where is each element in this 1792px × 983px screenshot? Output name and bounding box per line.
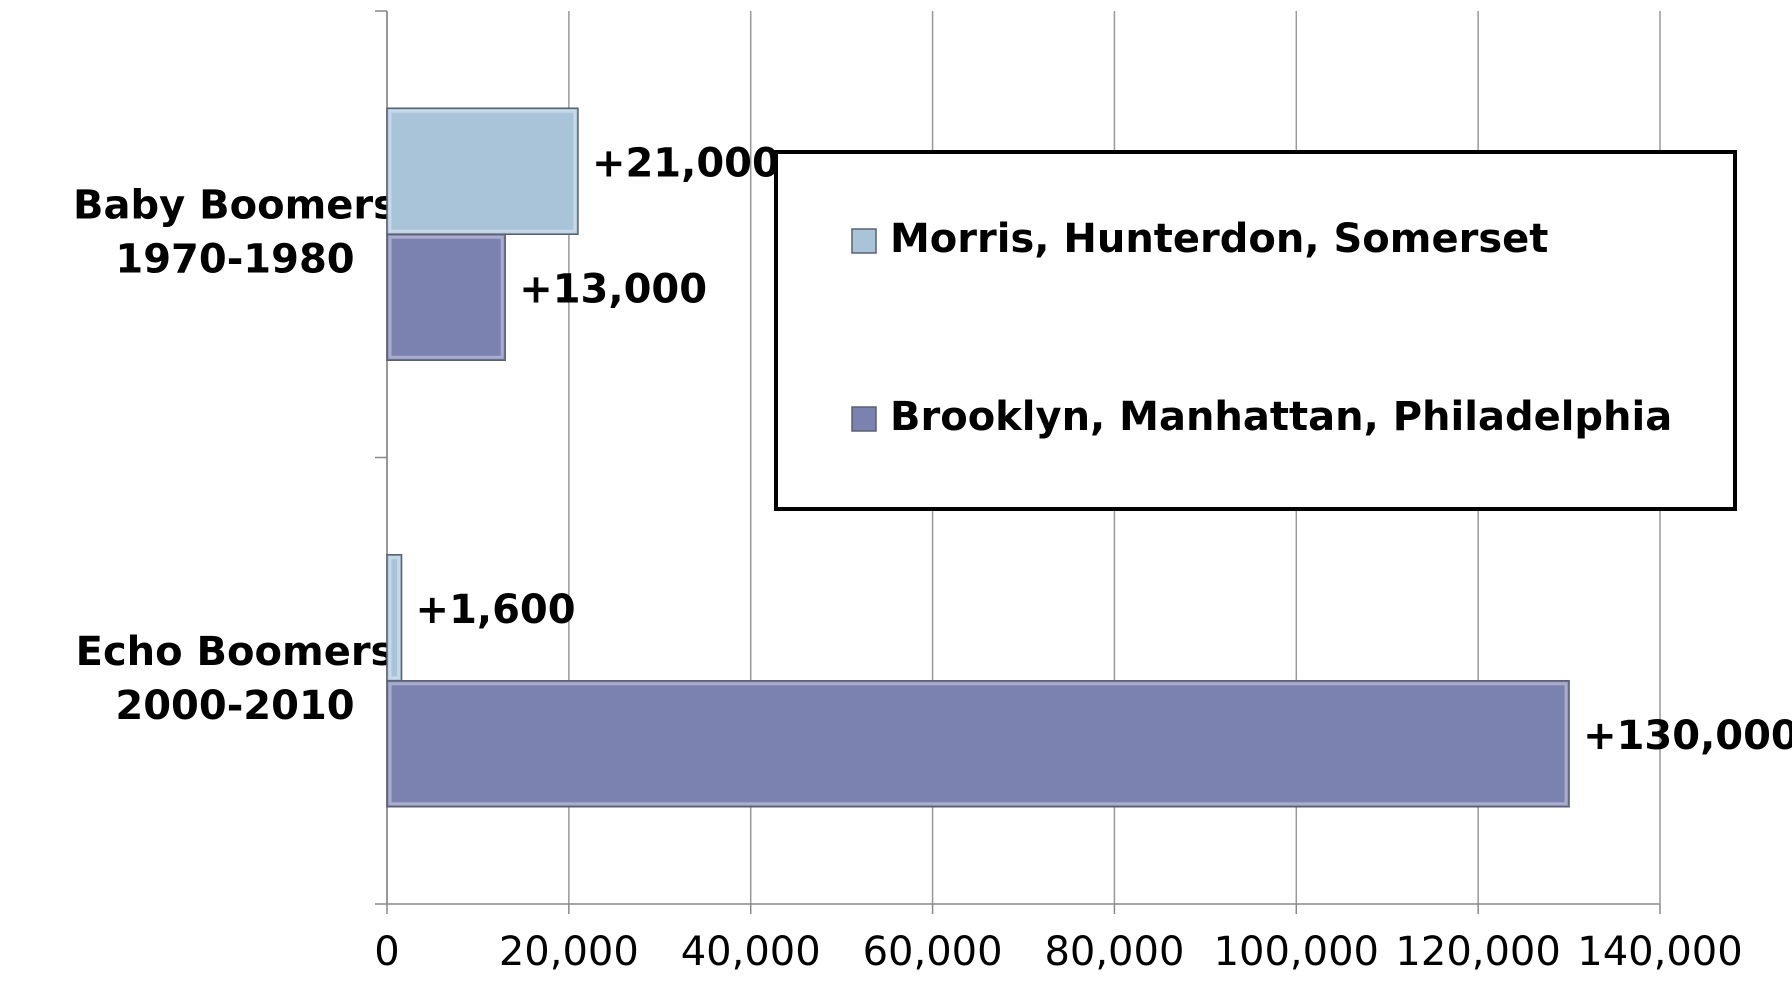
bar-bevel bbox=[388, 556, 401, 680]
y-tick-label-line: 1970-1980 bbox=[115, 236, 354, 282]
y-tick-label: Baby Boomers 1970-1980 bbox=[73, 182, 397, 282]
bar bbox=[386, 107, 579, 235]
x-tick-label: 80,000 bbox=[1044, 929, 1184, 975]
x-tick-label: 120,000 bbox=[1395, 929, 1560, 975]
value-label: +1,600 bbox=[416, 587, 576, 633]
legend-box bbox=[774, 150, 1737, 511]
value-label: +130,000 bbox=[1583, 713, 1792, 759]
bar bbox=[386, 233, 506, 361]
bar-bevel bbox=[388, 682, 1568, 806]
value-label: +13,000 bbox=[519, 266, 707, 312]
y-tick-label-line: Baby Boomers bbox=[73, 182, 397, 228]
x-tick-label: 100,000 bbox=[1214, 929, 1379, 975]
legend-swatch bbox=[851, 228, 877, 254]
bar-bevel bbox=[388, 109, 577, 233]
bar bbox=[386, 680, 1570, 808]
y-tick-label: Echo Boomers 2000-2010 bbox=[76, 629, 395, 729]
x-tick-label: 20,000 bbox=[499, 929, 639, 975]
x-tick-label: 60,000 bbox=[863, 929, 1003, 975]
legend-label: Brooklyn, Manhattan, Philadelphia bbox=[890, 394, 1672, 440]
y-tick-label-line: 2000-2010 bbox=[115, 683, 354, 729]
legend-swatch bbox=[851, 406, 877, 432]
x-tick-label: 40,000 bbox=[681, 929, 821, 975]
value-label: +21,000 bbox=[592, 140, 780, 186]
legend-label: Morris, Hunterdon, Somerset bbox=[890, 216, 1548, 262]
y-tick-label-line: Echo Boomers bbox=[76, 629, 395, 675]
x-tick-label: 140,000 bbox=[1577, 929, 1742, 975]
x-tick-label: 0 bbox=[374, 929, 399, 975]
bar-bevel bbox=[388, 235, 504, 359]
